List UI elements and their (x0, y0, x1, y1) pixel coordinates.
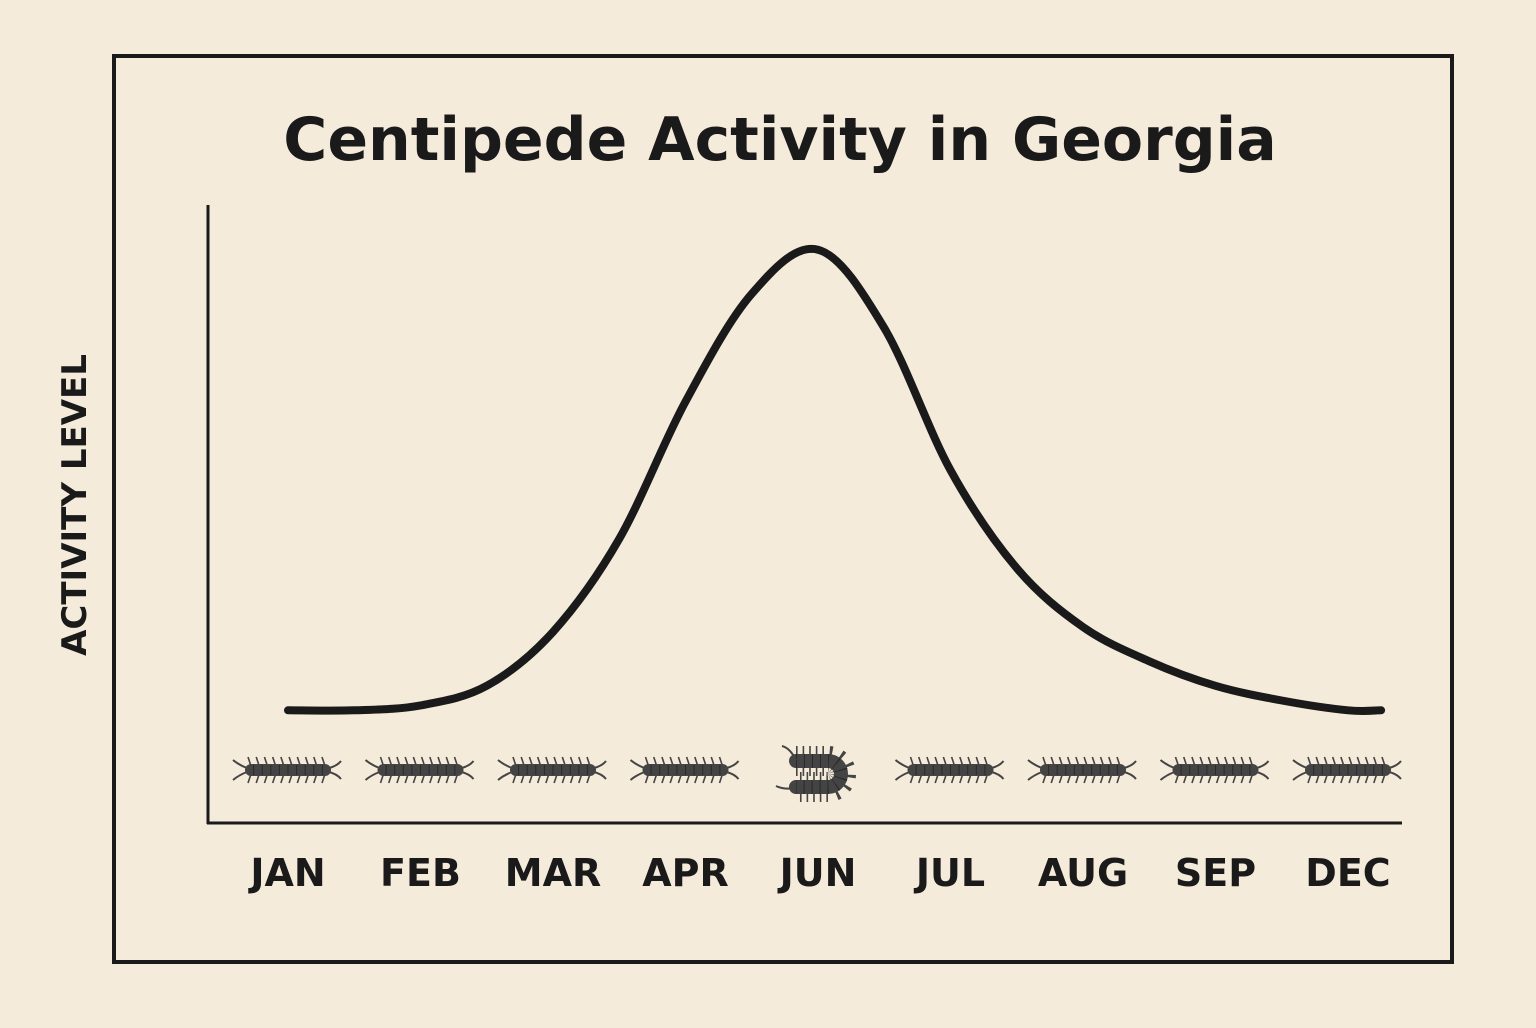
x-tick-label-jun: JUN (777, 851, 857, 895)
x-tick-label-aug: AUG (1038, 851, 1128, 895)
centipede-icon (497, 756, 607, 784)
centipede-icon (894, 756, 1005, 784)
x-tick-label-mar: MAR (505, 851, 601, 895)
centipede-icon (1292, 756, 1402, 784)
centipede-icon (232, 756, 342, 784)
x-tick-label-jul: JUL (913, 851, 985, 895)
x-tick-label-dec: DEC (1305, 851, 1390, 895)
chart-frame (112, 54, 1454, 964)
x-tick-label-feb: FEB (380, 851, 461, 895)
centipede-icon (1027, 756, 1137, 784)
x-tick-labels: JAN FEB MAR APR JUN JUL AUG SEP DEC (247, 851, 1390, 895)
centipede-icon (364, 756, 475, 784)
centipede-icon (1159, 756, 1270, 784)
x-tick-label-apr: APR (642, 851, 729, 895)
chart-title: Centipede Activity in Georgia (283, 105, 1276, 175)
centipede-curled-icon (775, 745, 856, 802)
centipede-icons (232, 745, 1402, 802)
x-tick-label-jan: JAN (247, 851, 325, 895)
activity-curve (284, 244, 1386, 716)
y-axis-label: ACTIVITY LEVEL (55, 354, 95, 656)
centipede-icon (629, 756, 740, 784)
x-tick-label-sep: SEP (1175, 851, 1256, 895)
